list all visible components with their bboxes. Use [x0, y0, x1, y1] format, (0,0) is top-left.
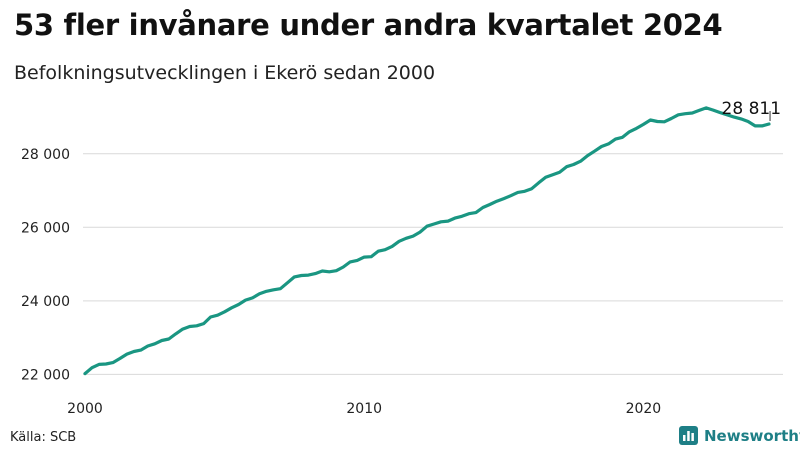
newsworthy-logo: Newsworthy	[679, 426, 800, 445]
y-tick-label: 26 000	[21, 220, 70, 236]
end-value-annotation: 28 811	[722, 99, 781, 121]
series-lines	[83, 106, 771, 376]
y-axis-tick-labels: 22 000 24 000 26 000 28 000	[21, 147, 70, 384]
y-tick-label: 24 000	[21, 294, 70, 310]
bar-chart-icon	[679, 426, 698, 445]
line-chart: 22 000 24 000 26 000 28 000 2000 2010 2020 28…	[21, 99, 783, 417]
end-value-label: 28 811	[722, 99, 781, 119]
y-tick-label: 22 000	[21, 367, 70, 383]
y-tick-label: 28 000	[21, 147, 70, 163]
grid-lines	[83, 153, 783, 375]
source-note: Källa: SCB	[10, 430, 77, 445]
chart-subtitle: Befolkningsutvecklingen i Ekerö sedan 20…	[14, 62, 436, 84]
series-line	[83, 106, 771, 376]
x-tick-label: 2000	[67, 401, 103, 417]
x-tick-label: 2020	[626, 401, 662, 417]
x-tick-label: 2010	[346, 401, 382, 417]
brand-name: Newsworthy	[704, 426, 800, 445]
x-axis-tick-labels: 2000 2010 2020	[67, 401, 661, 417]
chart-title: 53 fler invånare under andra kvartalet 2…	[14, 8, 723, 42]
